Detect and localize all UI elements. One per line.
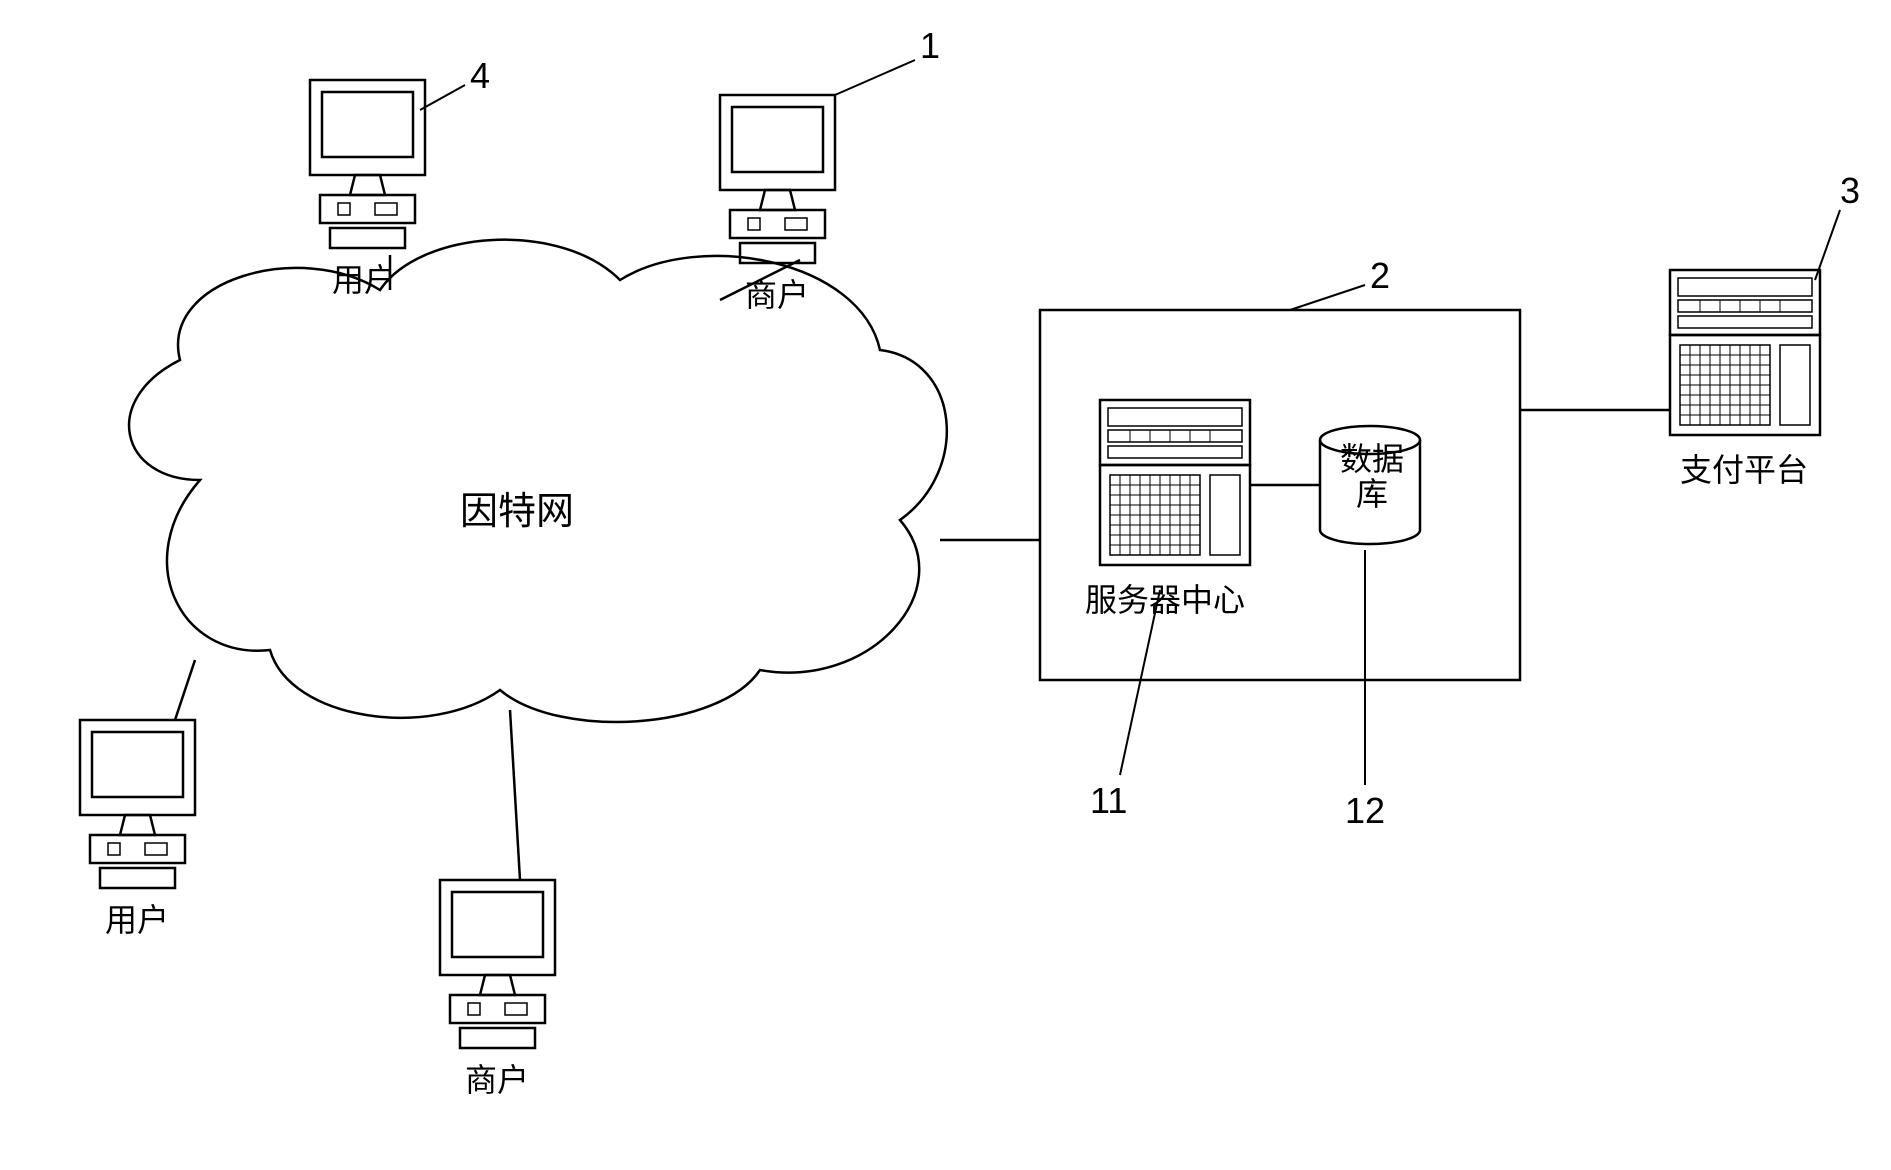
ref-12: 12	[1345, 790, 1385, 832]
db-label: 数据库	[1340, 442, 1404, 512]
ref-1: 1	[920, 25, 940, 67]
merchant1-label: 商户	[745, 270, 809, 316]
network-diagram: 因特网 用户 商户 用户 商户 服务器中心 数据库 支付平台 4 1 11 12…	[0, 0, 1891, 1170]
ref-11: 11	[1090, 780, 1127, 822]
cloud-label: 因特网	[460, 480, 574, 535]
merchant2-pc-icon	[440, 880, 555, 1048]
user2-label: 用户	[105, 895, 169, 941]
diagram-svg	[0, 0, 1891, 1170]
server-center-icon	[1100, 400, 1250, 565]
payment-platform-icon	[1670, 270, 1820, 435]
user1-pc-icon	[310, 80, 425, 248]
ref-2: 2	[1370, 255, 1390, 297]
user2-pc-icon	[80, 720, 195, 888]
server-center-box	[1040, 310, 1520, 680]
edges	[175, 255, 1670, 880]
payment-label: 支付平台	[1680, 445, 1808, 491]
merchant1-pc-icon	[720, 95, 835, 263]
ref-3: 3	[1840, 170, 1860, 212]
ref-lines	[420, 60, 1840, 785]
merchant2-label: 商户	[465, 1055, 529, 1101]
user1-label: 用户	[332, 255, 396, 301]
server-label: 服务器中心	[1085, 575, 1245, 621]
ref-4: 4	[470, 55, 490, 97]
